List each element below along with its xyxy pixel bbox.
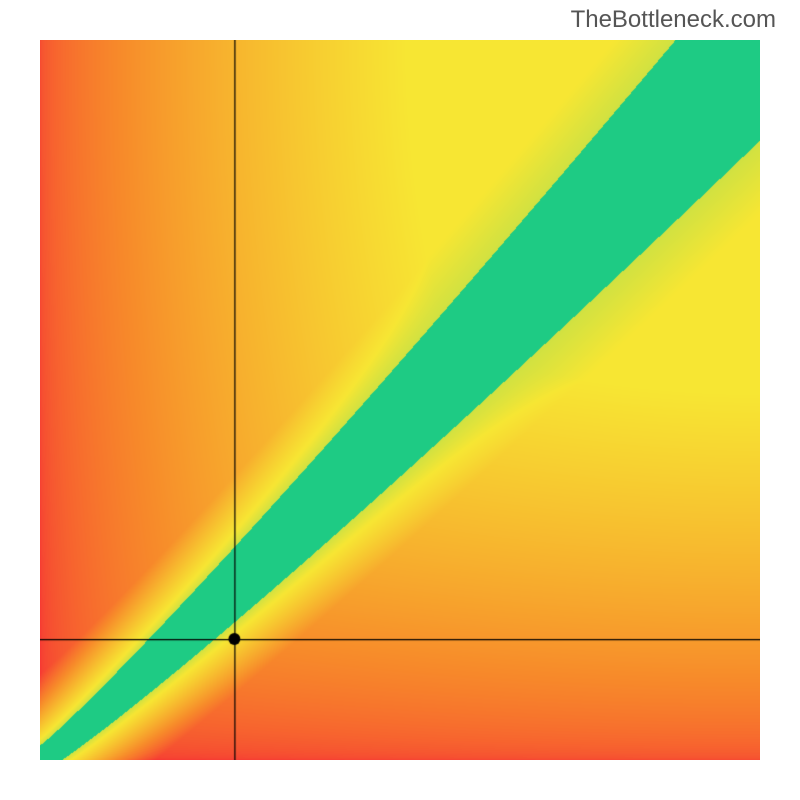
- heatmap-chart: [40, 40, 760, 760]
- watermark-text: TheBottleneck.com: [571, 6, 776, 34]
